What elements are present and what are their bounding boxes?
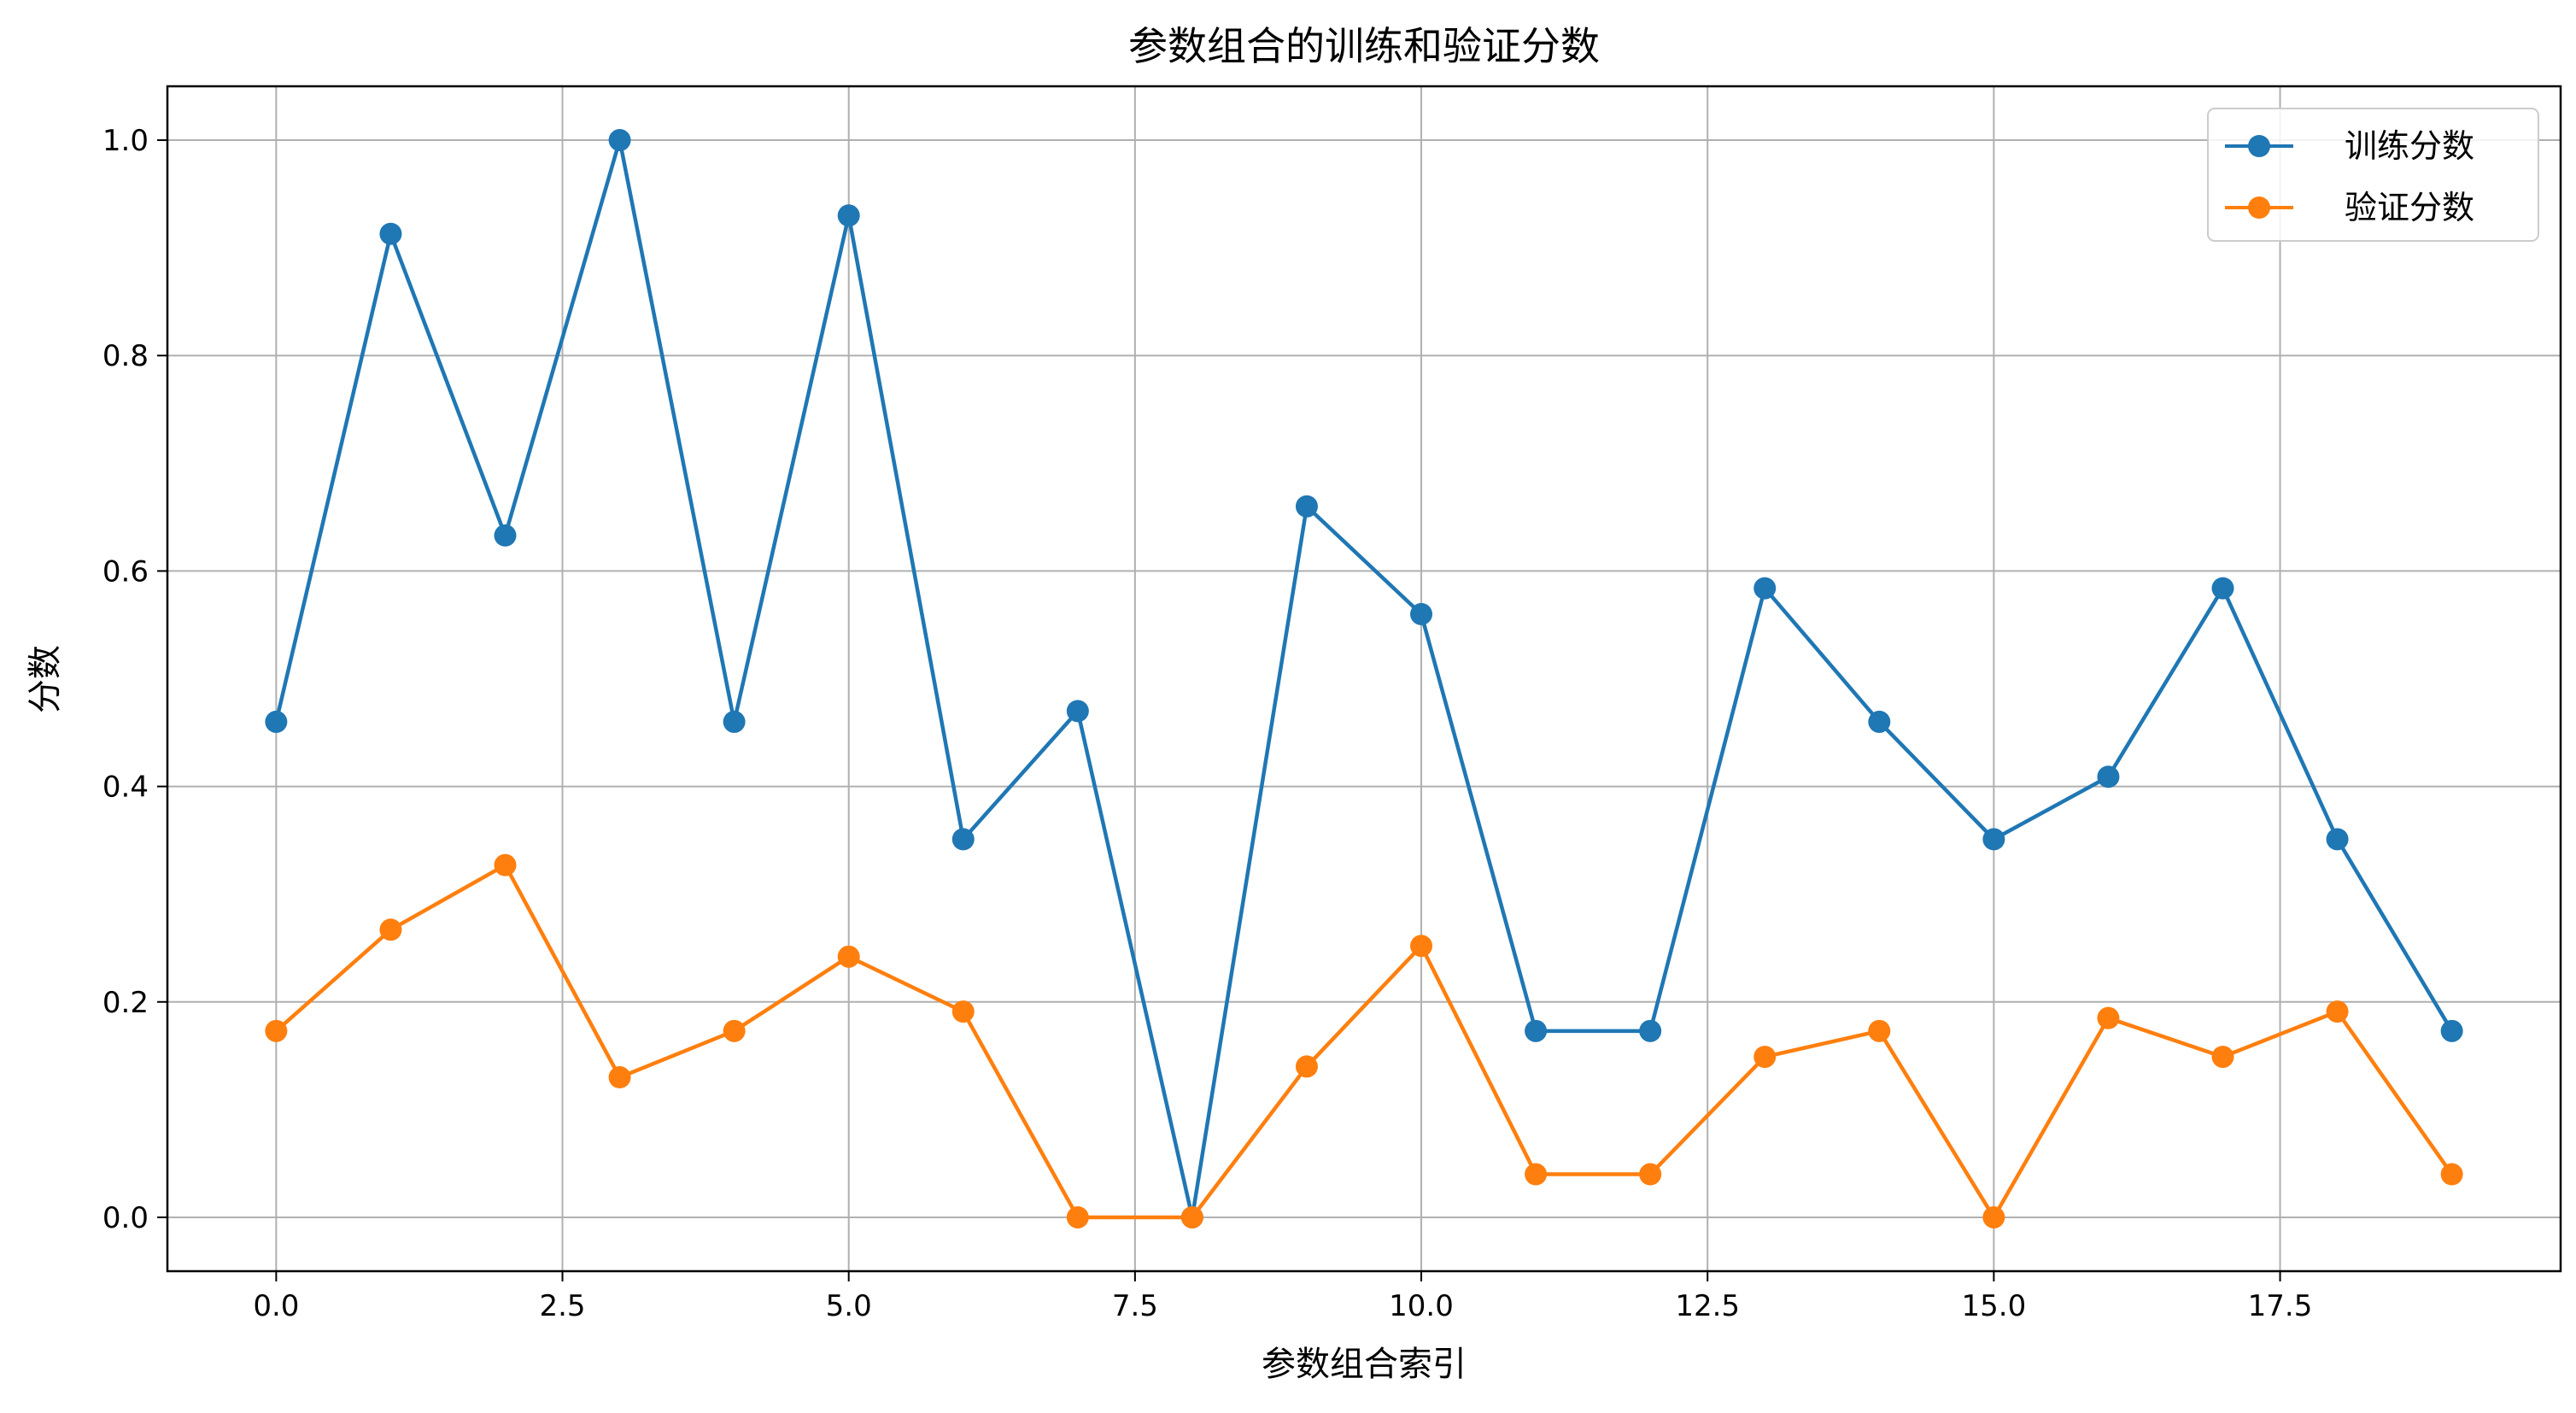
data-point-train — [1868, 710, 1891, 733]
data-point-validation — [608, 1066, 631, 1089]
data-point-train — [2211, 577, 2234, 600]
data-point-validation — [379, 918, 402, 941]
data-point-validation — [2097, 1006, 2120, 1029]
data-point-train — [837, 204, 860, 227]
data-point-train — [1982, 828, 2005, 851]
data-point-validation — [1410, 935, 1433, 958]
data-point-train — [2097, 765, 2120, 789]
data-point-validation — [2440, 1163, 2463, 1186]
y-tick-label: 0.6 — [102, 554, 149, 589]
grid — [167, 86, 2561, 1271]
data-point-train — [608, 129, 631, 152]
data-point-validation — [265, 1019, 288, 1042]
data-point-train — [1410, 602, 1433, 625]
x-tick-label: 5.0 — [826, 1289, 872, 1323]
x-tick-label: 12.5 — [1675, 1289, 1740, 1323]
data-point-train — [494, 524, 517, 547]
data-point-train — [2440, 1019, 2463, 1042]
data-point-train — [2326, 828, 2349, 851]
data-point-validation — [2211, 1046, 2234, 1069]
data-point-train — [1295, 495, 1318, 518]
data-point-validation — [1639, 1163, 1662, 1186]
y-axis-ticks: 0.0 0.2 0.4 0.6 0.8 1.0 — [102, 124, 167, 1235]
data-point-train — [1753, 577, 1777, 600]
y-axis-title: 分数 — [26, 645, 65, 713]
data-point-validation — [1753, 1046, 1777, 1069]
series-layer — [265, 129, 2463, 1228]
series-line-train — [274, 138, 2454, 1220]
x-tick-label: 0.0 — [253, 1289, 299, 1323]
x-tick-label: 17.5 — [2248, 1289, 2313, 1323]
y-tick-label: 0.4 — [102, 771, 149, 805]
data-point-validation — [1982, 1205, 2005, 1228]
data-point-train — [1639, 1019, 1662, 1042]
data-point-train — [1066, 700, 1089, 723]
data-point-validation — [1868, 1019, 1891, 1042]
data-point-validation — [2326, 1000, 2349, 1023]
x-tick-label: 7.5 — [1112, 1289, 1158, 1323]
series-line-validation — [274, 863, 2454, 1220]
data-point-train — [1525, 1019, 1548, 1042]
data-point-validation — [837, 945, 860, 968]
chart-title: 参数组合的训练和验证分数 — [1128, 23, 1600, 69]
x-axis-ticks: 0.0 2.5 5.0 7.5 10.0 12.5 15.0 17.5 — [253, 1271, 2312, 1323]
data-point-train — [723, 710, 746, 733]
data-point-validation — [1295, 1055, 1318, 1078]
series-validation — [265, 853, 2463, 1228]
data-point-train — [265, 710, 288, 733]
data-point-train — [951, 828, 975, 851]
x-tick-label: 2.5 — [539, 1289, 585, 1323]
data-point-validation — [494, 853, 517, 877]
y-tick-label: 0.2 — [102, 986, 149, 1020]
legend-swatch-validation-marker — [2248, 196, 2270, 219]
series-train — [265, 129, 2463, 1228]
data-point-validation — [951, 1000, 975, 1023]
y-tick-label: 0.8 — [102, 339, 149, 373]
data-point-train — [379, 222, 402, 245]
y-tick-label: 1.0 — [102, 124, 149, 158]
data-point-validation — [1066, 1205, 1089, 1228]
data-point-validation — [1525, 1163, 1548, 1186]
legend-label-validation: 验证分数 — [2345, 189, 2474, 226]
y-tick-label: 0.0 — [102, 1201, 149, 1235]
legend-label-train: 训练分数 — [2345, 127, 2474, 165]
data-point-validation — [723, 1019, 746, 1042]
x-tick-label: 15.0 — [1962, 1289, 2027, 1323]
x-axis-title: 参数组合索引 — [1262, 1345, 1467, 1384]
legend-swatch-train-marker — [2248, 135, 2270, 157]
plot-frame — [166, 85, 2562, 1273]
legend: 训练分数 验证分数 — [2207, 108, 2539, 242]
x-tick-label: 10.0 — [1389, 1289, 1454, 1323]
data-point-validation — [1180, 1205, 1203, 1228]
